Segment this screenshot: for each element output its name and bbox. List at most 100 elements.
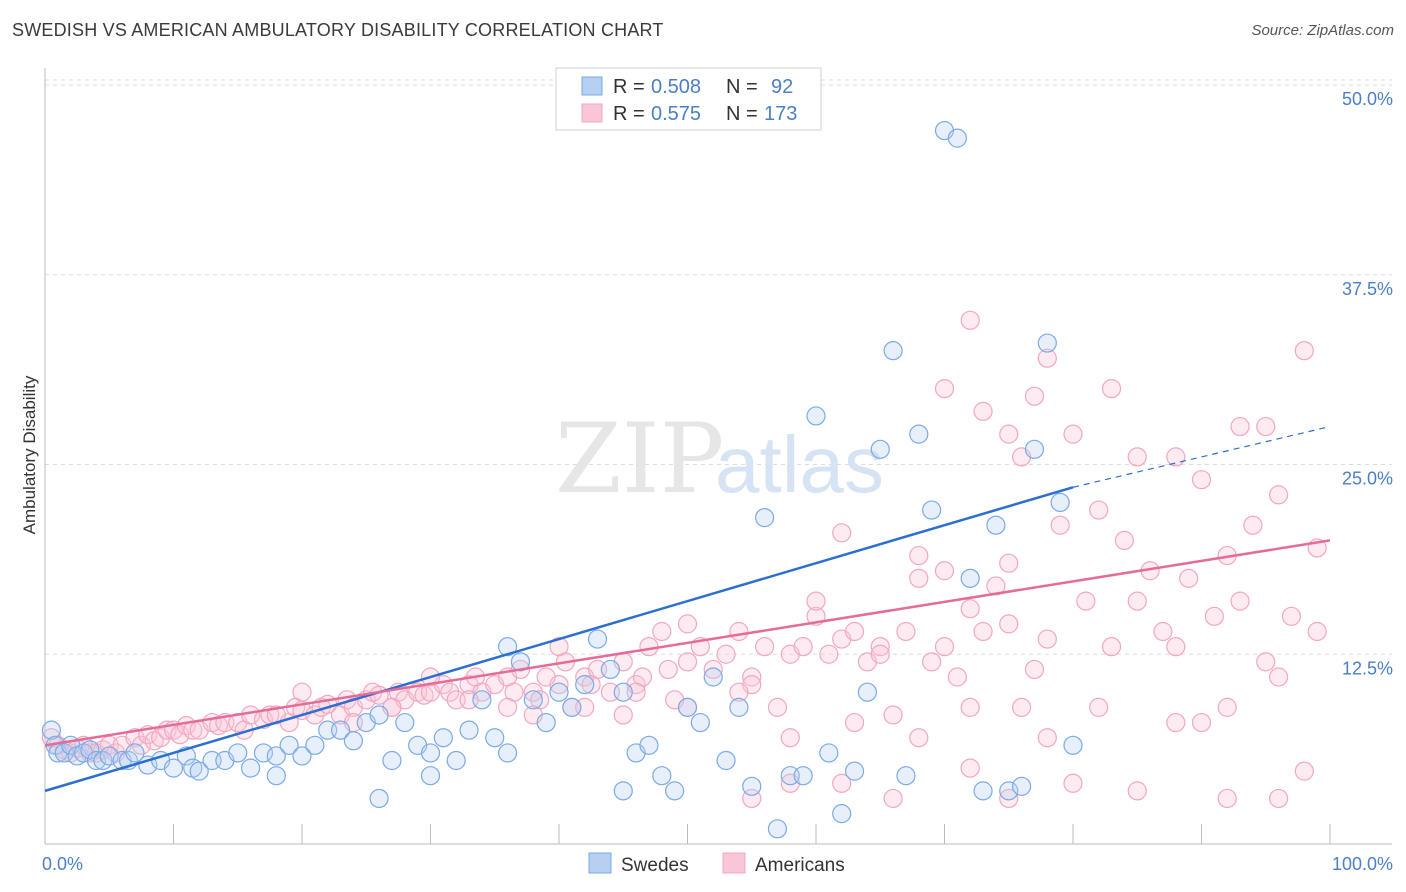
swedes-n-label: N = (726, 76, 758, 98)
swedes-r-label: R = (613, 76, 645, 98)
americans-point (292, 682, 312, 702)
americans-point (1101, 379, 1122, 399)
swedes-point (80, 740, 100, 760)
trend-lines (44, 425, 1331, 793)
source-label: Source: ZipAtlas.com (1251, 22, 1394, 39)
americans-point (793, 637, 813, 657)
swedes-n-value: 92 (771, 76, 793, 98)
swedes-point (806, 406, 826, 426)
swedes-point (1050, 492, 1070, 513)
swedes-bottom-label: Swedes (621, 855, 689, 876)
swedes-point (523, 690, 543, 710)
swedes-point (163, 758, 184, 778)
swedes-point (228, 743, 248, 763)
swedes-point (382, 750, 402, 771)
americans-point (1166, 447, 1186, 467)
americans-point (960, 599, 980, 619)
americans-point (1114, 530, 1135, 551)
swedes-point (986, 515, 1006, 535)
americans-point (1024, 659, 1045, 680)
swedes-point (1037, 333, 1057, 353)
americans-point (1101, 637, 1122, 657)
chart-title: SWEDISH VS AMERICAN AMBULATORY DISABILIT… (12, 20, 664, 40)
americans-r-label: R = (613, 103, 645, 125)
americans-point (742, 667, 762, 687)
swedes-trend-extension (1072, 425, 1331, 488)
swedes-point (575, 675, 595, 695)
x-tick-label: 100.0% (1332, 854, 1393, 874)
americans-point (1076, 591, 1096, 611)
swedes-point (665, 781, 685, 801)
swedes-point (754, 508, 775, 528)
swedes-point (1063, 735, 1083, 755)
americans-point (1024, 386, 1045, 406)
swedes-point (793, 766, 813, 786)
swedes-point (420, 766, 441, 786)
americans-r-value: 0.575 (651, 103, 701, 125)
swedes-point (613, 682, 633, 702)
americans-point (934, 379, 955, 399)
y-axis-label: Ambulatory Disability (20, 375, 39, 534)
bottom-legend: Swedes Americans (588, 852, 845, 876)
swedes-point (41, 720, 62, 740)
americans-point (131, 735, 151, 755)
americans-point (1281, 606, 1302, 626)
americans-point (999, 424, 1019, 444)
swedes-r-value: 0.508 (651, 76, 701, 98)
swedes-point (189, 761, 209, 781)
americans-legend-swatch (581, 103, 603, 123)
swedes-point (767, 819, 788, 839)
americans-point (870, 637, 890, 657)
americans-point (883, 788, 903, 809)
swedes-trend-line (44, 486, 1074, 793)
americans-point (703, 659, 723, 680)
americans-point (1037, 348, 1057, 368)
swedes-point (472, 690, 492, 710)
americans-point (1127, 781, 1147, 801)
swedes-point (485, 728, 505, 748)
americans-point (652, 621, 672, 642)
americans-point (1127, 591, 1147, 611)
americans-point (999, 788, 1019, 809)
americans-point (780, 728, 800, 748)
y-tick-label: 50.0% (1342, 89, 1393, 109)
americans-point (806, 591, 826, 611)
americans-point (999, 553, 1019, 573)
americans-point (870, 644, 890, 664)
swedes-point (1011, 776, 1032, 796)
americans-point (896, 621, 916, 642)
swedes-point (587, 629, 608, 649)
americans-point (1217, 788, 1237, 809)
y-tick-labels: 12.5% 25.0% 37.5% 50.0% (1342, 89, 1393, 678)
swedes-point (1024, 439, 1045, 459)
americans-point (1063, 424, 1083, 444)
americans-point (716, 644, 736, 664)
americans-point (1294, 761, 1314, 781)
swedes-point (677, 697, 698, 717)
americans-point (973, 621, 993, 642)
swedes-point (742, 776, 762, 796)
americans-point (729, 621, 749, 642)
swedes-point (330, 720, 351, 740)
americans-point (1127, 447, 1147, 467)
y-tick-label: 25.0% (1342, 469, 1393, 489)
swedes-point (549, 682, 569, 702)
americans-point (639, 637, 659, 657)
americans-point (832, 523, 852, 543)
americans-point (1217, 697, 1237, 717)
americans-point (1166, 637, 1186, 657)
americans-point (960, 758, 980, 778)
swedes-point (446, 750, 466, 771)
americans-point (934, 637, 955, 657)
americans-point (549, 675, 569, 695)
americans-point (1256, 416, 1276, 437)
americans-point (1243, 515, 1263, 535)
americans-point (1166, 712, 1186, 733)
americans-point (767, 697, 788, 717)
swedes-point (498, 743, 518, 763)
swedes-point (86, 750, 107, 771)
x-tick-label: 0.0% (42, 854, 83, 874)
americans-point (973, 401, 993, 421)
swedes-point (369, 788, 389, 809)
